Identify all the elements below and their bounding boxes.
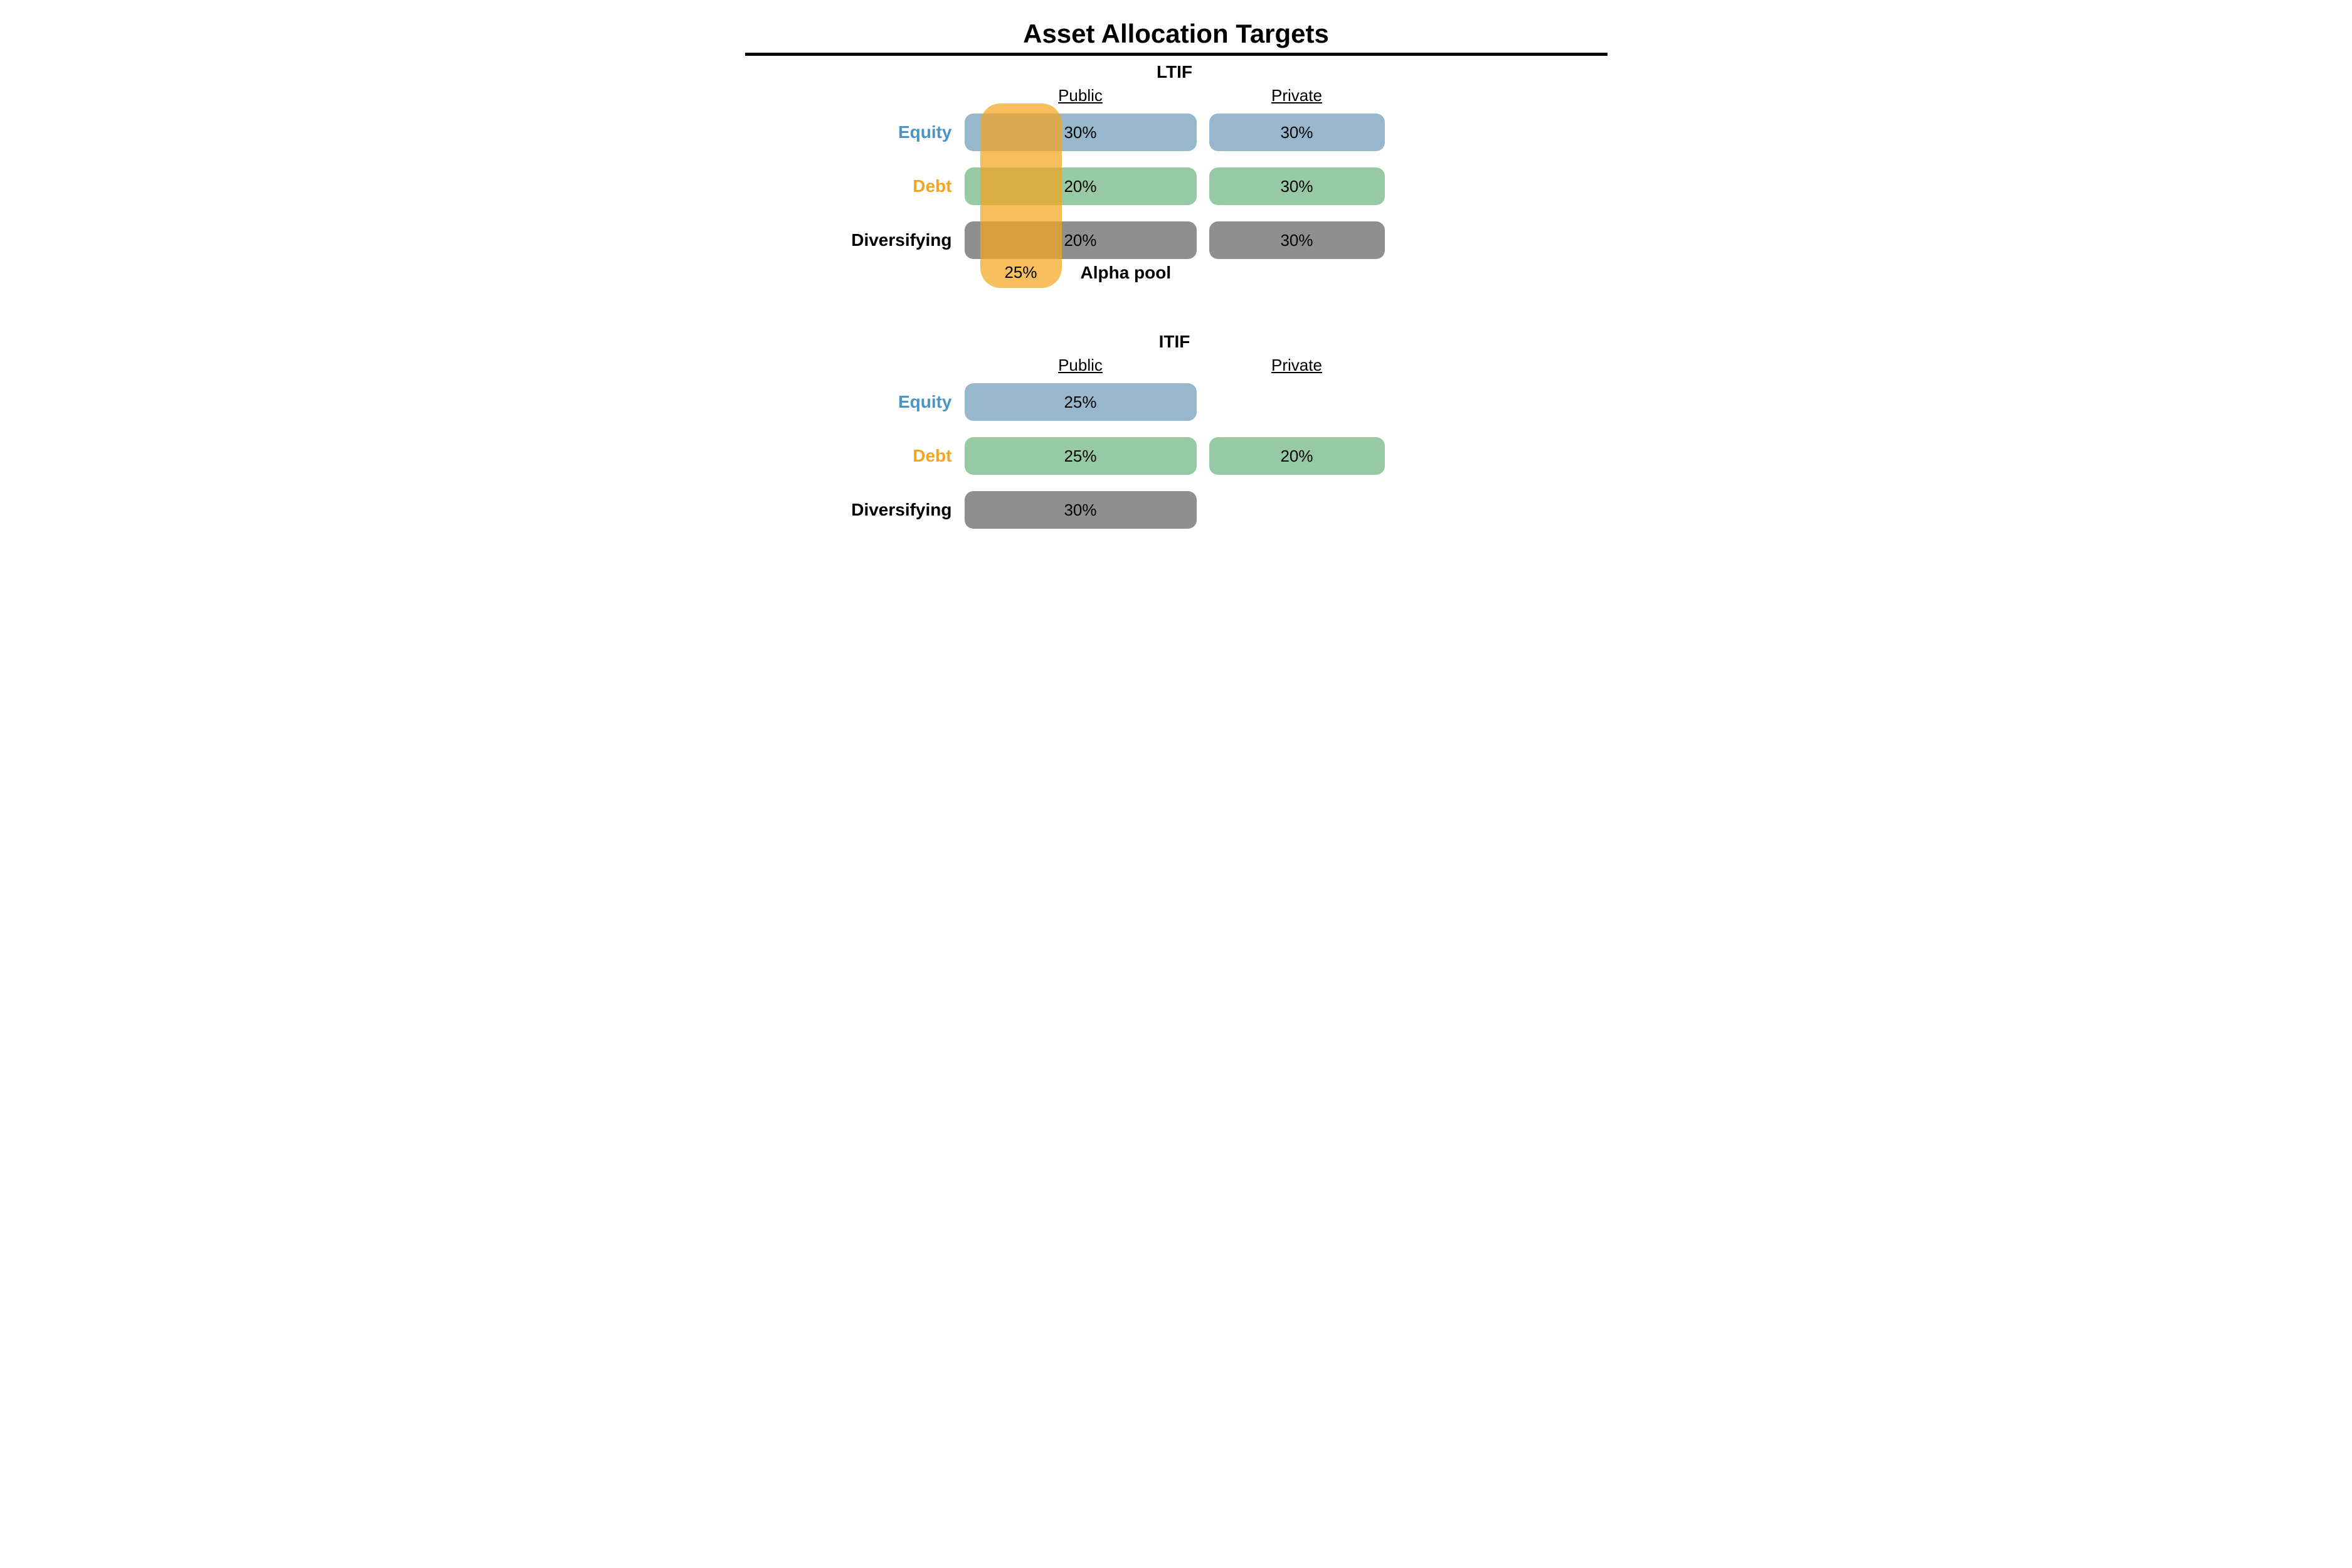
col-header-private-itif: Private — [1209, 356, 1385, 375]
bar-public-itif-equity: 25% — [965, 383, 1197, 421]
row-label-ltif-diversifying: Diversifying — [745, 230, 952, 250]
row-label-ltif-equity: Equity — [745, 122, 952, 142]
col-header-public-itif: Public — [965, 356, 1197, 375]
section-title-itif: ITIF — [965, 332, 1385, 352]
bar-private-itif-debt: 20% — [1209, 437, 1385, 475]
section-itif: ITIF Public Private 25% 25% 20% 30% Equity Debt D… — [745, 332, 1608, 558]
section-ltif: LTIFPublicPrivate30%30%20%30%20%30%25%Al… — [745, 62, 1608, 326]
title-rule — [745, 53, 1608, 56]
bar-private-ltif-diversifying: 30% — [1209, 221, 1385, 259]
col-header-private-ltif: Private — [1209, 86, 1385, 105]
bar-private-ltif-equity: 30% — [1209, 114, 1385, 151]
sections-host: LTIFPublicPrivate30%30%20%30%20%30%25%Al… — [745, 62, 1608, 558]
page-root: Asset Allocation Targets LTIF Public Priva… — [745, 0, 1608, 595]
row-label-itif-diversifying: Diversifying — [745, 500, 952, 520]
alpha-pool-band-ltif — [980, 103, 1062, 288]
page-title: Asset Allocation Targets — [745, 19, 1608, 49]
row-label-itif-equity: Equity — [745, 392, 952, 412]
alpha-pool-value-ltif: 25% — [980, 263, 1062, 282]
alpha-pool-label-ltif: Alpha pool — [1081, 263, 1172, 283]
bar-private-ltif-debt: 30% — [1209, 167, 1385, 205]
bar-public-itif-debt: 25% — [965, 437, 1197, 475]
row-label-itif-debt: Debt — [745, 446, 952, 466]
section-title-ltif: LTIF — [965, 62, 1385, 82]
col-header-public-ltif: Public — [965, 86, 1197, 105]
row-label-ltif-debt: Debt — [745, 176, 952, 196]
bar-public-itif-diversifying: 30% — [965, 491, 1197, 529]
